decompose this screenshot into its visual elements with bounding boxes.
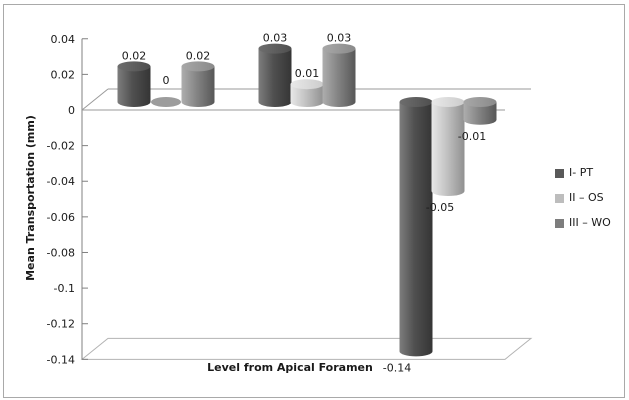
x-axis-title: Level from Apical Foramen (207, 361, 373, 374)
bar-data-label: 0.02 (122, 49, 147, 62)
y-tick-label: -0.1 (54, 282, 75, 295)
cylinder-bar-cap (258, 43, 292, 54)
y-tick-label: 0.04 (51, 33, 76, 46)
chart-floor (80, 337, 533, 360)
chart-area-border (3, 4, 625, 398)
cylinder-bar-body (322, 48, 356, 102)
cylinder-bar-body (258, 48, 292, 102)
cylinder-bar-cap (117, 61, 151, 72)
y-tick-label: -0.04 (47, 175, 75, 188)
bar-data-label: 0 (163, 74, 170, 87)
legend-item-iii-wo: III – WO (555, 217, 611, 229)
bar-data-label: 0.03 (263, 32, 288, 45)
cylinder-bar-cap (463, 97, 497, 107)
bar-data-label: 0.03 (327, 32, 352, 45)
cylinder-bar-body (290, 84, 324, 102)
cylinder-bar-body (181, 66, 215, 102)
bar-data-label: -0.14 (383, 361, 411, 374)
bar-data-label: 0.01 (295, 67, 320, 80)
y-tick-label: 0.02 (51, 68, 76, 81)
cylinder-bar-cap (322, 43, 356, 54)
bar-data-label: -0.01 (458, 130, 486, 143)
legend-item-ii-os: II – OS (555, 192, 611, 204)
legend-label: III – WO (569, 216, 611, 229)
cylinder-bar-body (463, 102, 497, 120)
cylinder-bar-cap (399, 97, 433, 107)
y-tick-label: -0.14 (47, 353, 75, 366)
legend-label: II – OS (569, 191, 604, 204)
cylinder-bar-body (399, 102, 433, 352)
legend-label: I- PT (569, 166, 594, 179)
series-ii-swatch-icon (555, 193, 564, 203)
bar-data-label: -0.05 (426, 201, 454, 214)
cylinder-bar-cap (431, 97, 465, 107)
legend-item-i-pt: I- PT (555, 167, 611, 179)
cylinder-bar-body (117, 66, 151, 102)
y-axis-title: Mean Transportation (mm) (24, 115, 37, 281)
cylinder-bar-cap (290, 79, 324, 90)
y-tick-label: 0 (68, 104, 75, 117)
series-i-swatch-icon (555, 168, 564, 178)
legend: I- PT II – OS III – WO (555, 167, 611, 242)
y-tick-label: -0.12 (47, 318, 75, 331)
y-tick-label: -0.06 (47, 211, 75, 224)
zero-value-ellipse (151, 97, 181, 107)
y-tick-label: -0.02 (47, 140, 75, 153)
zero-gridline-connector (81, 88, 109, 111)
y-tick-label: -0.08 (47, 246, 75, 259)
cylinder-bar-cap (181, 61, 215, 72)
cylinder-bar-body (431, 102, 465, 192)
series-iii-swatch-icon (555, 218, 564, 228)
bar-data-label: 0.02 (186, 49, 211, 62)
